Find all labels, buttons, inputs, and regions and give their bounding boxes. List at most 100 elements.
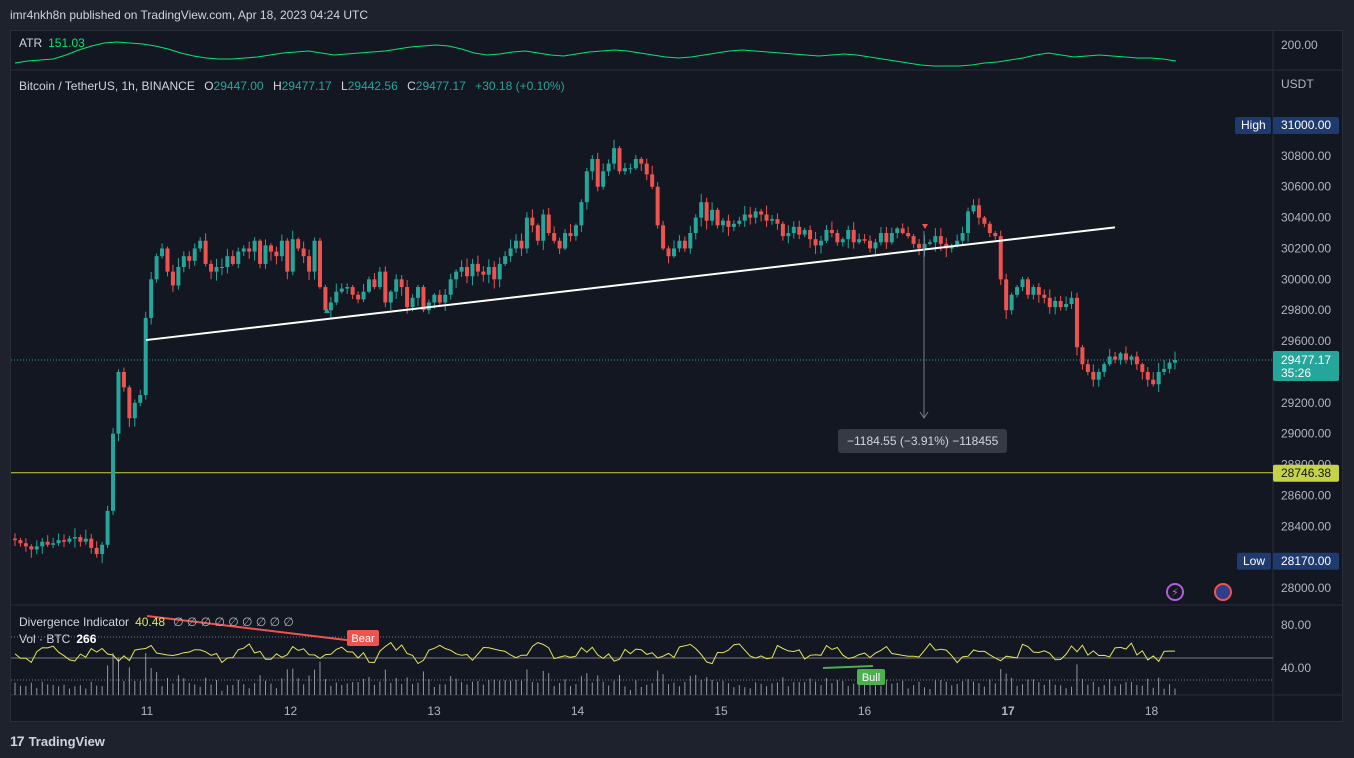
time-tick: 13 (427, 704, 441, 718)
time-tick: 11 (141, 704, 154, 718)
candle-body (203, 240, 208, 264)
candle-body (508, 248, 513, 257)
candle-body (481, 271, 486, 275)
candle-body (808, 229, 813, 240)
divergence-legend: Divergence Indicator 40.48 ∅ ∅ ∅ ∅ ∅ ∅ ∅ ∅… (19, 615, 294, 629)
candle-body (835, 233, 840, 243)
candle-body (18, 540, 23, 544)
candle-body (606, 163, 611, 172)
candle-body (868, 240, 873, 249)
candle-body (628, 168, 633, 170)
candle-body (1140, 364, 1145, 372)
flag-icon[interactable] (1214, 583, 1232, 601)
candle-body (819, 240, 824, 246)
candle-body (252, 240, 257, 252)
candle-body (405, 287, 410, 308)
candle-body (214, 266, 219, 272)
candle-body (1096, 371, 1101, 380)
candle-body (1036, 287, 1041, 295)
candle-body (846, 229, 851, 240)
trendline (145, 226, 1116, 342)
open-label: O (204, 79, 214, 93)
candle-body (976, 205, 981, 218)
candle-body (1123, 353, 1128, 360)
candle-body (1058, 300, 1063, 308)
bull-divergence-line (822, 665, 874, 669)
candle-body (720, 220, 725, 226)
candle-body (443, 294, 448, 303)
candle-body (764, 214, 769, 221)
divergence-value: 40.48 (135, 615, 166, 629)
candle-body (83, 538, 88, 542)
tradingview-logo-icon: 17 (10, 733, 25, 749)
candle-body (906, 233, 911, 237)
candle-body (704, 202, 709, 221)
candle-body (465, 266, 470, 277)
candle-body (230, 256, 235, 264)
low-label: Low (1243, 554, 1265, 568)
candle-body (149, 279, 154, 318)
candle-body (89, 538, 94, 548)
up-marker-icon (324, 308, 330, 313)
candle-body (1151, 379, 1156, 385)
brand[interactable]: 17 TradingView (10, 733, 105, 749)
candle-body (1102, 364, 1107, 372)
candle-body (535, 225, 540, 241)
candle-body (666, 248, 671, 257)
high-value-tag (1273, 117, 1339, 134)
candle-body (121, 371, 126, 388)
volume-value: 266 (76, 632, 97, 646)
candle-body (241, 248, 246, 252)
candle-body (274, 251, 279, 257)
candle-body (884, 233, 889, 243)
candle-body (67, 538, 72, 542)
candle-body (448, 279, 453, 295)
price-tick: 28600.00 (1281, 488, 1331, 502)
candle-body (492, 266, 497, 280)
candle-body (982, 217, 987, 224)
candle-body (225, 256, 230, 267)
candle-body (519, 240, 524, 249)
candle-body (677, 240, 682, 249)
divergence-line (14, 641, 1175, 665)
low-value: 29442.56 (347, 79, 398, 93)
price-unit: USDT (1281, 77, 1314, 91)
candle-body (742, 214, 747, 221)
candle-body (1118, 353, 1123, 360)
candle-body (192, 248, 197, 261)
candle-body (524, 217, 529, 249)
publish-caption: imr4nkh8n published on TradingView.com, … (10, 8, 368, 22)
candle-body (170, 271, 175, 286)
candle-body (1113, 356, 1118, 360)
candle-body (563, 233, 568, 249)
chart-frame[interactable]: 11 12 13 14 15 16 17 18 30800.00 30600.00 30400.00… (10, 30, 1343, 722)
chart-canvas[interactable]: 11 12 13 14 15 16 17 18 30800.00 30600.00 30400.00… (11, 31, 1343, 722)
time-tick: 16 (858, 704, 872, 718)
atr-legend: ATR 151.03 (19, 36, 85, 50)
candle-body (612, 148, 617, 164)
candle-body (671, 248, 676, 257)
candle-body (873, 242, 878, 249)
candle-body (383, 271, 388, 303)
candle-body (769, 219, 774, 221)
candle-body (51, 543, 56, 545)
price-tick: 30200.00 (1281, 241, 1331, 255)
candle-body (813, 239, 818, 246)
high-label-tag (1235, 117, 1271, 134)
divergence-axis-tick: 80.00 (1281, 618, 1311, 632)
time-tick: 15 (714, 704, 728, 718)
candle-body (862, 239, 867, 241)
candle-body (1020, 279, 1025, 288)
candle-body (372, 279, 377, 288)
candle-body (416, 287, 421, 298)
lightning-icon[interactable]: ⚡ (1166, 583, 1184, 601)
candle-body (198, 240, 203, 249)
price-tick: 29800.00 (1281, 303, 1331, 317)
price-tick: 29200.00 (1281, 396, 1331, 410)
candle-body (437, 294, 442, 303)
measure-arrow-head (919, 411, 929, 419)
candle-body (1167, 362, 1172, 369)
candle-body (998, 236, 1003, 280)
price-tick: 28000.00 (1281, 581, 1331, 595)
candle-body (775, 219, 780, 224)
